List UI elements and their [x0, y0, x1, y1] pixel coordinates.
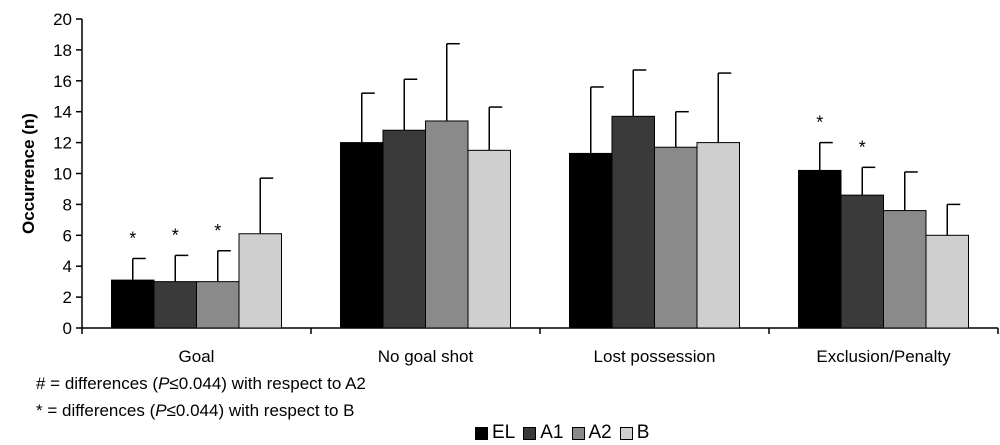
- bar-a1-3: [840, 194, 884, 329]
- hash-footnote: # = differences (P≤0.044) with respect t…: [36, 374, 366, 394]
- x-tick-label: Lost possession: [594, 347, 716, 366]
- bar-el-3: [798, 169, 842, 329]
- bar-a2-3: [883, 210, 927, 329]
- legend-item-a2: A2: [571, 422, 612, 444]
- bar-a1-2: [611, 115, 655, 329]
- star-footnote-suffix: ≤0.044) with respect to B: [166, 401, 355, 420]
- bar-el-1: [340, 142, 384, 329]
- bar-b-1: [467, 149, 511, 329]
- chart-labels: 0 2 4 6 8 10 12 14 16 18 20 Occurrence (n) Goal * * * No…: [19, 10, 951, 366]
- y-tick-label: 16: [53, 72, 72, 91]
- significance-mark: *: [129, 228, 136, 248]
- y-tick-label: 2: [63, 288, 72, 307]
- legend-item-el: EL: [475, 422, 515, 444]
- y-tick-label: 20: [53, 10, 72, 29]
- legend-label: A1: [540, 422, 564, 443]
- y-tick-label: 8: [63, 195, 72, 214]
- legend-item-a1: A1: [523, 422, 564, 444]
- bar-el-0: [111, 279, 155, 329]
- significance-mark: *: [214, 221, 221, 241]
- y-tick-label: 14: [53, 103, 72, 122]
- y-tick-label: 18: [53, 41, 72, 60]
- bar-a1-1: [382, 129, 426, 329]
- y-tick-label: 6: [63, 226, 72, 245]
- bar-chart: 0 2 4 6 8 10 12 14 16 18 20 Occurrence (n) Goal * * * No…: [19, 10, 999, 366]
- star-footnote: * = differences (P≤0.044) with respect t…: [36, 401, 355, 421]
- hash-footnote-p: P: [158, 374, 170, 393]
- legend-swatch: [571, 426, 585, 440]
- bar-b-3: [925, 234, 969, 329]
- star-footnote-prefix: * = differences (: [36, 401, 156, 420]
- legend-swatch: [523, 426, 537, 440]
- bar-a2-2: [654, 146, 698, 329]
- chart-legend: EL A1 A2 B: [475, 422, 657, 444]
- legend-item-b: B: [619, 422, 650, 444]
- y-tick-label: 12: [53, 134, 72, 153]
- legend-swatch: [475, 426, 488, 440]
- y-tick-label: 10: [53, 165, 72, 184]
- significance-mark: *: [172, 225, 179, 245]
- significance-mark: *: [816, 113, 823, 133]
- bar-a1-0: [153, 281, 197, 329]
- legend-swatch: [619, 426, 633, 440]
- y-tick-label: 0: [63, 319, 72, 338]
- x-tick-label: Exclusion/Penalty: [816, 347, 951, 366]
- bar-a2-1: [425, 120, 469, 329]
- y-tick-label: 4: [63, 257, 72, 276]
- star-footnote-p: P: [155, 401, 167, 420]
- x-tick-label: Goal: [179, 347, 215, 366]
- legend-label: A2: [588, 422, 612, 443]
- hash-footnote-prefix: # = differences (: [36, 374, 159, 393]
- error-bars: [132, 42, 961, 282]
- y-axis-label: Occurrence (n): [19, 113, 38, 234]
- significance-mark: *: [859, 137, 866, 157]
- x-tick-label: No goal shot: [378, 347, 474, 366]
- bar-b-2: [696, 142, 740, 329]
- hash-footnote-suffix: ≤0.044) with respect to A2: [169, 374, 366, 393]
- bar-el-2: [569, 152, 613, 329]
- legend-label: EL: [492, 422, 516, 443]
- bar-a2-0: [196, 281, 240, 329]
- chart-bars: [111, 115, 969, 329]
- legend-label: B: [636, 422, 650, 443]
- bar-b-0: [238, 233, 282, 329]
